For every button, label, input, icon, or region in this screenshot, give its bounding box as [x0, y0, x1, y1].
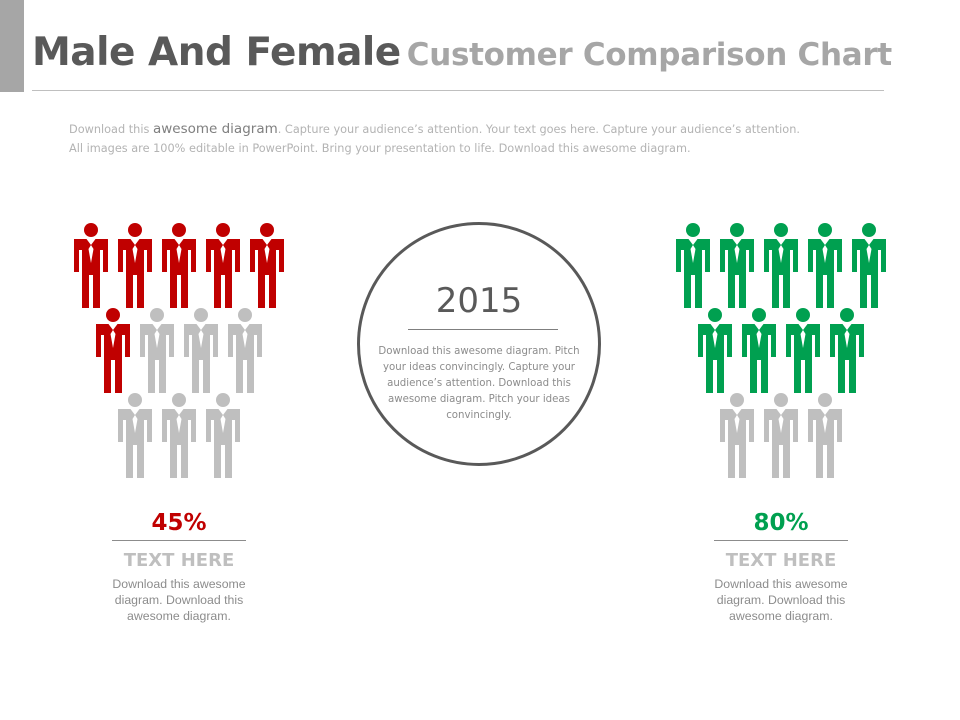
left-body: Download this awesome diagram. Download … — [112, 577, 246, 623]
right-body: Download this awesome diagram. Download … — [714, 577, 848, 623]
right-businessman-icon — [852, 223, 886, 308]
right-businessman-icon — [764, 393, 798, 478]
right-stat-rule — [714, 540, 848, 541]
left-businessman-icon — [206, 393, 240, 478]
left-stat: 45% TEXT HERE Download this awesome diag… — [111, 508, 247, 624]
right-businessman-icon — [698, 308, 732, 393]
intro-highlight: awesome diagram — [152, 121, 278, 137]
left-percent: 45% — [151, 510, 207, 536]
left-businessman-icon — [162, 223, 196, 308]
center-year: 2015 — [435, 281, 523, 321]
left-businessman-icon — [228, 308, 262, 393]
right-businessman-icon — [742, 308, 776, 393]
center-year-rule — [408, 329, 558, 330]
page-title: Male And Female Customer Comparison Chart — [32, 30, 892, 75]
intro-lead: Download this — [69, 123, 153, 136]
title-accent-bar — [0, 0, 24, 92]
right-figure-group — [676, 223, 886, 478]
left-businessman-icon — [206, 223, 240, 308]
left-businessman-icon — [118, 393, 152, 478]
intro-text: Download this awesome diagram. Capture y… — [69, 120, 889, 158]
left-heading: TEXT HERE — [123, 550, 235, 571]
intro-line2: All images are 100% editable in PowerPoi… — [69, 142, 691, 155]
right-businessman-icon — [830, 308, 864, 393]
right-percent: 80% — [753, 510, 809, 536]
center-circle: 2015 Download this awesome diagram. Pitc… — [357, 222, 601, 466]
left-figure-group — [74, 223, 284, 478]
right-stat: 80% TEXT HERE Download this awesome diag… — [713, 508, 849, 624]
title-main: Male And Female — [32, 30, 401, 75]
left-businessman-icon — [162, 393, 196, 478]
right-businessman-icon — [808, 223, 842, 308]
left-businessman-icon — [184, 308, 218, 393]
right-businessman-icon — [764, 223, 798, 308]
right-businessman-icon — [720, 223, 754, 308]
left-stat-rule — [112, 540, 246, 541]
left-businessman-icon — [118, 223, 152, 308]
title-sub: Customer Comparison Chart — [406, 37, 892, 73]
left-businessman-icon — [250, 223, 284, 308]
intro-line1-rest: . Capture your audience’s attention. You… — [277, 123, 800, 136]
right-businessman-icon — [676, 223, 710, 308]
left-businessman-icon — [74, 223, 108, 308]
left-businessman-icon — [96, 308, 130, 393]
center-text: Download this awesome diagram. Pitch you… — [378, 346, 580, 421]
right-businessman-icon — [786, 308, 820, 393]
title-underline — [32, 90, 884, 91]
right-businessman-icon — [808, 393, 842, 478]
left-businessman-icon — [140, 308, 174, 393]
right-heading: TEXT HERE — [725, 550, 837, 571]
right-businessman-icon — [720, 393, 754, 478]
